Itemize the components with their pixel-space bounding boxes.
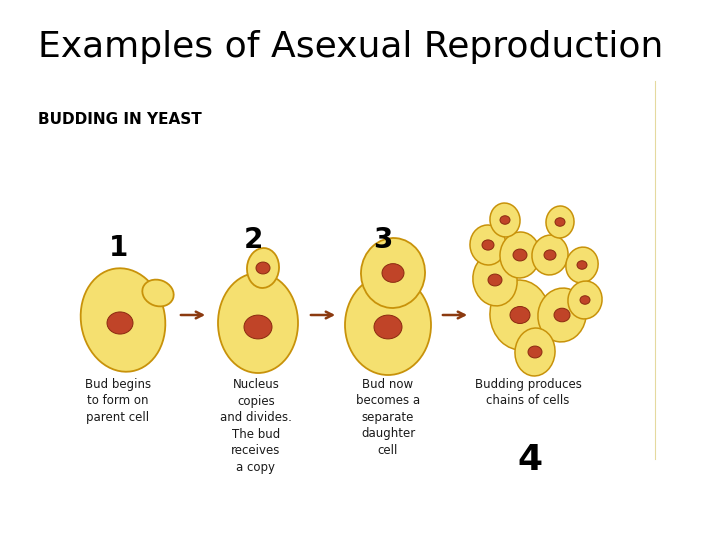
- Ellipse shape: [490, 203, 520, 237]
- Ellipse shape: [580, 296, 590, 304]
- Text: Examples of Asexual Reproduction: Examples of Asexual Reproduction: [38, 30, 663, 64]
- Text: Bud now
becomes a
separate
daughter
cell: Bud now becomes a separate daughter cell: [356, 378, 420, 457]
- Ellipse shape: [107, 312, 133, 334]
- Ellipse shape: [515, 328, 555, 376]
- Ellipse shape: [256, 262, 270, 274]
- Ellipse shape: [532, 235, 568, 275]
- Ellipse shape: [247, 248, 279, 288]
- Ellipse shape: [555, 218, 565, 226]
- Ellipse shape: [513, 249, 527, 261]
- Ellipse shape: [510, 307, 530, 323]
- Ellipse shape: [490, 280, 550, 350]
- Text: Nucleus
copies
and divides.
The bud
receives
a copy: Nucleus copies and divides. The bud rece…: [220, 378, 292, 474]
- Ellipse shape: [544, 250, 556, 260]
- Ellipse shape: [546, 206, 574, 238]
- Ellipse shape: [473, 254, 517, 306]
- Text: Budding produces
chains of cells: Budding produces chains of cells: [474, 378, 582, 408]
- Text: 3: 3: [373, 226, 392, 254]
- Ellipse shape: [554, 308, 570, 322]
- Ellipse shape: [528, 346, 542, 358]
- Ellipse shape: [566, 247, 598, 283]
- Ellipse shape: [382, 264, 404, 282]
- Text: Bud begins
to form on
parent cell: Bud begins to form on parent cell: [85, 378, 151, 424]
- Text: BUDDING IN YEAST: BUDDING IN YEAST: [38, 112, 202, 127]
- Text: 2: 2: [243, 226, 263, 254]
- Ellipse shape: [244, 315, 272, 339]
- Ellipse shape: [218, 273, 298, 373]
- Ellipse shape: [488, 274, 502, 286]
- Ellipse shape: [482, 240, 494, 250]
- Ellipse shape: [538, 288, 586, 342]
- Text: 4: 4: [518, 443, 543, 477]
- Ellipse shape: [470, 225, 506, 265]
- Ellipse shape: [143, 280, 174, 306]
- Ellipse shape: [374, 315, 402, 339]
- Ellipse shape: [500, 232, 540, 278]
- Ellipse shape: [345, 275, 431, 375]
- Ellipse shape: [568, 281, 602, 319]
- Ellipse shape: [500, 216, 510, 224]
- Ellipse shape: [577, 261, 587, 269]
- Ellipse shape: [361, 238, 425, 308]
- Ellipse shape: [81, 268, 166, 372]
- Text: 1: 1: [109, 234, 127, 262]
